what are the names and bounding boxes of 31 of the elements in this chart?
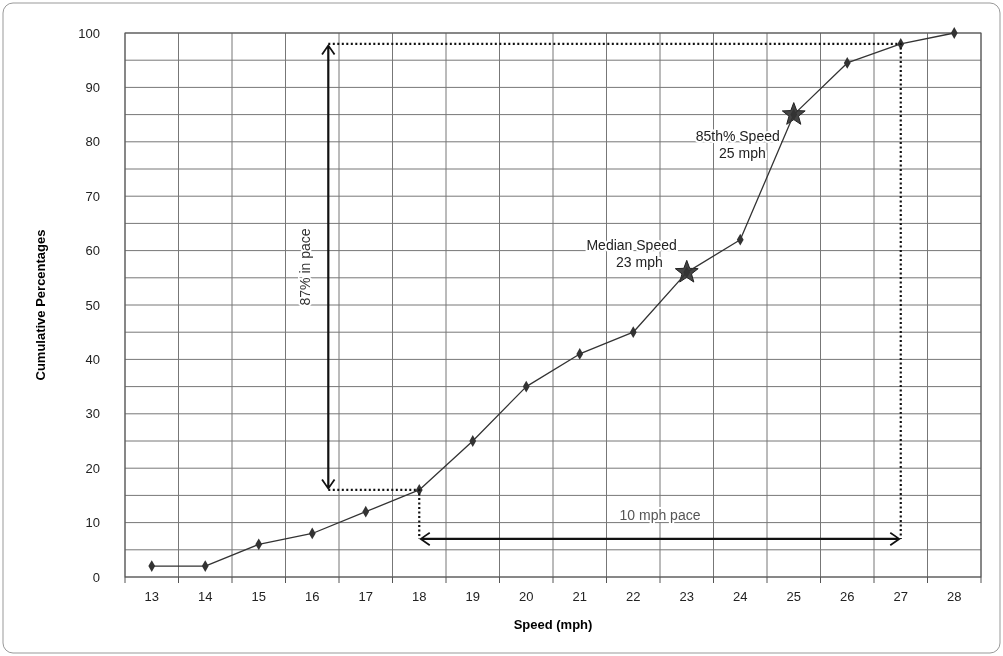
- x-tick-label: 13: [144, 589, 159, 604]
- x-tick-label: 18: [412, 589, 427, 604]
- y-tick-label: 50: [85, 297, 100, 313]
- x-tick-label: 15: [251, 589, 266, 604]
- annotation: 10 mph pace: [619, 506, 701, 523]
- x-tick-label: 16: [305, 589, 320, 604]
- x-tick-label: 20: [519, 589, 534, 604]
- x-tick-label: 17: [358, 589, 373, 604]
- y-tick-label: 20: [85, 460, 100, 476]
- y-tick-label: 40: [85, 351, 100, 367]
- y-tick-label: 10: [85, 515, 100, 531]
- x-tick-label: 27: [893, 589, 908, 604]
- y-tick-label: 70: [85, 188, 100, 204]
- y-tick-label: 0: [92, 569, 100, 585]
- x-tick-label: 19: [465, 589, 480, 604]
- annotation: 87% in pace: [297, 228, 314, 306]
- y-tick-label: 80: [85, 134, 100, 150]
- x-tick-label: 25: [786, 589, 801, 604]
- y-tick-label: 60: [85, 243, 100, 259]
- x-axis-title: Speed (mph): [513, 617, 593, 632]
- x-tick-label: 28: [947, 589, 962, 604]
- y-tick-label: 30: [85, 406, 100, 422]
- x-tick-label: 14: [198, 589, 213, 604]
- x-tick-label: 22: [626, 589, 641, 604]
- x-tick-label: 26: [840, 589, 855, 604]
- x-tick-label: 21: [572, 589, 587, 604]
- y-tick-label: 100: [78, 25, 100, 41]
- x-tick-label: 23: [679, 589, 694, 604]
- x-tick-label: 24: [733, 589, 748, 604]
- y-axis-title: Cumulative Percentages: [33, 229, 48, 381]
- y-tick-label: 90: [85, 79, 100, 95]
